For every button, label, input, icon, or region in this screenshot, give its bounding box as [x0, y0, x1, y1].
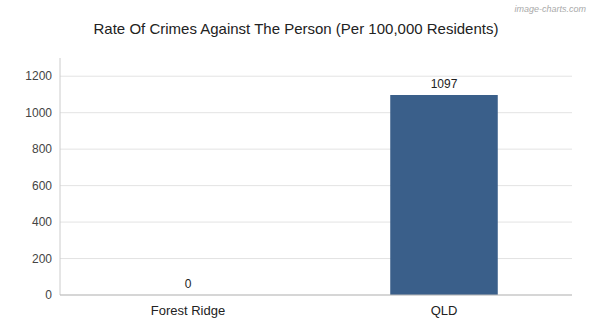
x-tick-label: Forest Ridge — [151, 303, 225, 318]
data-labels: 0 1097 — [185, 77, 458, 291]
chart: Rate Of Crimes Against The Person (Per 1… — [0, 0, 592, 333]
x-axis-line — [60, 295, 572, 296]
bar — [390, 95, 498, 295]
y-tick-label: 1200 — [25, 69, 52, 83]
y-tick-label: 400 — [32, 215, 52, 229]
title: Rate Of Crimes Against The Person (Per 1… — [94, 20, 499, 37]
x-tick-label: QLD — [431, 303, 458, 318]
grid-line — [60, 295, 572, 296]
y-axis-line — [60, 58, 61, 295]
grid — [60, 76, 572, 295]
y-tick-label: 600 — [32, 179, 52, 193]
grid-line — [60, 76, 572, 77]
chart-container: Rate Of Crimes Against The Person (Per 1… — [0, 0, 592, 333]
data-label: 1097 — [431, 77, 458, 91]
y-tick-label: 800 — [32, 142, 52, 156]
y-tick-label: 200 — [32, 252, 52, 266]
bars — [390, 95, 498, 295]
y-tick-label: 0 — [45, 288, 52, 302]
watermark: image-charts.com — [514, 4, 586, 14]
y-tick-label: 1000 — [25, 106, 52, 120]
data-label: 0 — [185, 277, 192, 291]
